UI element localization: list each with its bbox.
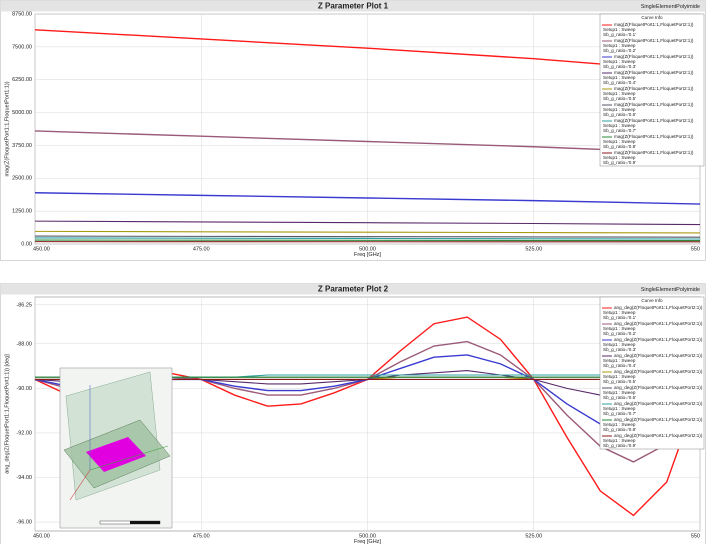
- y-axis-label: ang_deg(Z(FloquetPort1:1,FloquetPort1:1)…: [4, 354, 10, 474]
- legend-param: Sb_g_ratio='0.5': [603, 96, 636, 101]
- legend-param: Sb_g_ratio='0.1': [603, 32, 636, 37]
- series-line: [35, 240, 700, 241]
- y-tick-label: 0.00: [21, 241, 32, 247]
- y-tick-label: 8750.00: [12, 11, 32, 17]
- corner-label: SingleElementPolyimide: [641, 287, 700, 293]
- model-inset: [60, 368, 172, 528]
- x-tick-label: 450.00: [33, 246, 50, 252]
- x-tick-label: 475.00: [193, 533, 210, 539]
- legend: Curve Infoang_deg(Z(FloquetPort1:1,Floqu…: [600, 297, 704, 449]
- legend-param: Sb_g_ratio='0.8': [603, 144, 636, 149]
- y-tick-label: 5000.00: [12, 110, 32, 116]
- y-axis-label: mag(Z(FloquetPort1:1,FloquetPort1:1)): [4, 81, 10, 176]
- scale-bar-fill: [130, 521, 160, 524]
- x-axis-label: Freq [GHz]: [354, 252, 381, 258]
- y-tick-label: -96.00: [16, 520, 32, 526]
- corner-label: SingleElementPolyimide: [641, 4, 700, 10]
- legend-param: Sb_g_ratio='0.4': [603, 80, 636, 85]
- chart-title: Z Parameter Plot 2: [318, 285, 389, 294]
- legend-param: Sb_g_ratio='0.3': [603, 347, 636, 352]
- x-tick-label: 550: [691, 533, 700, 539]
- legend-title: Curve Info: [641, 15, 663, 20]
- y-tick-label: -94.00: [16, 475, 32, 481]
- legend-param: Sb_g_ratio='0.5': [603, 379, 636, 384]
- y-tick-label: 1250.00: [12, 209, 32, 215]
- y-tick-label: 6250.00: [12, 77, 32, 83]
- x-tick-label: 450.00: [33, 533, 50, 539]
- y-tick-label: -90.00: [16, 386, 32, 392]
- chart-panel: Z Parameter Plot 1 SingleElementPolyimide…: [1, 1, 706, 261]
- screen: Z Parameter Plot 1 SingleElementPolyimide…: [0, 0, 706, 544]
- x-tick-label: 525.00: [525, 246, 542, 252]
- y-tick-label: 3750.00: [12, 143, 32, 149]
- y-tick-label: 7500.00: [12, 44, 32, 50]
- x-tick-label: 550: [691, 246, 700, 252]
- legend-param: Sb_g_ratio='0.3': [603, 64, 636, 69]
- legend-param: Sb_g_ratio='0.2': [603, 331, 636, 336]
- y-tick-label: 2500.00: [12, 176, 32, 182]
- legend-param: Sb_g_ratio='0.7': [603, 411, 636, 416]
- x-axis-label: Freq [GHz]: [354, 539, 381, 544]
- legend-param: Sb_g_ratio='0.8': [603, 427, 636, 432]
- y-tick-label: -88.00: [16, 341, 32, 347]
- legend-param: Sb_g_ratio='0.6': [603, 112, 636, 117]
- legend-param: Sb_g_ratio='0.6': [603, 395, 636, 400]
- y-tick-label: -86.25: [16, 302, 32, 308]
- x-tick-label: 475.00: [193, 246, 210, 252]
- y-tick-label: -92.00: [16, 430, 32, 436]
- chart-title: Z Parameter Plot 1: [318, 2, 389, 11]
- legend-param: Sb_g_ratio='0.1': [603, 315, 636, 320]
- legend-param: Sb_g_ratio='0.7': [603, 128, 636, 133]
- legend: Curve Infomag(Z(FloquetPort1:1,FloquetPo…: [600, 14, 704, 166]
- legend-param: Sb_g_ratio='0.2': [603, 48, 636, 53]
- legend-title: Curve Info: [641, 298, 663, 303]
- legend-param: Sb_g_ratio='0.9': [603, 160, 636, 165]
- x-tick-label: 525.00: [525, 533, 542, 539]
- legend-param: Sb_g_ratio='0.9': [603, 443, 636, 448]
- legend-param: Sb_g_ratio='0.4': [603, 363, 636, 368]
